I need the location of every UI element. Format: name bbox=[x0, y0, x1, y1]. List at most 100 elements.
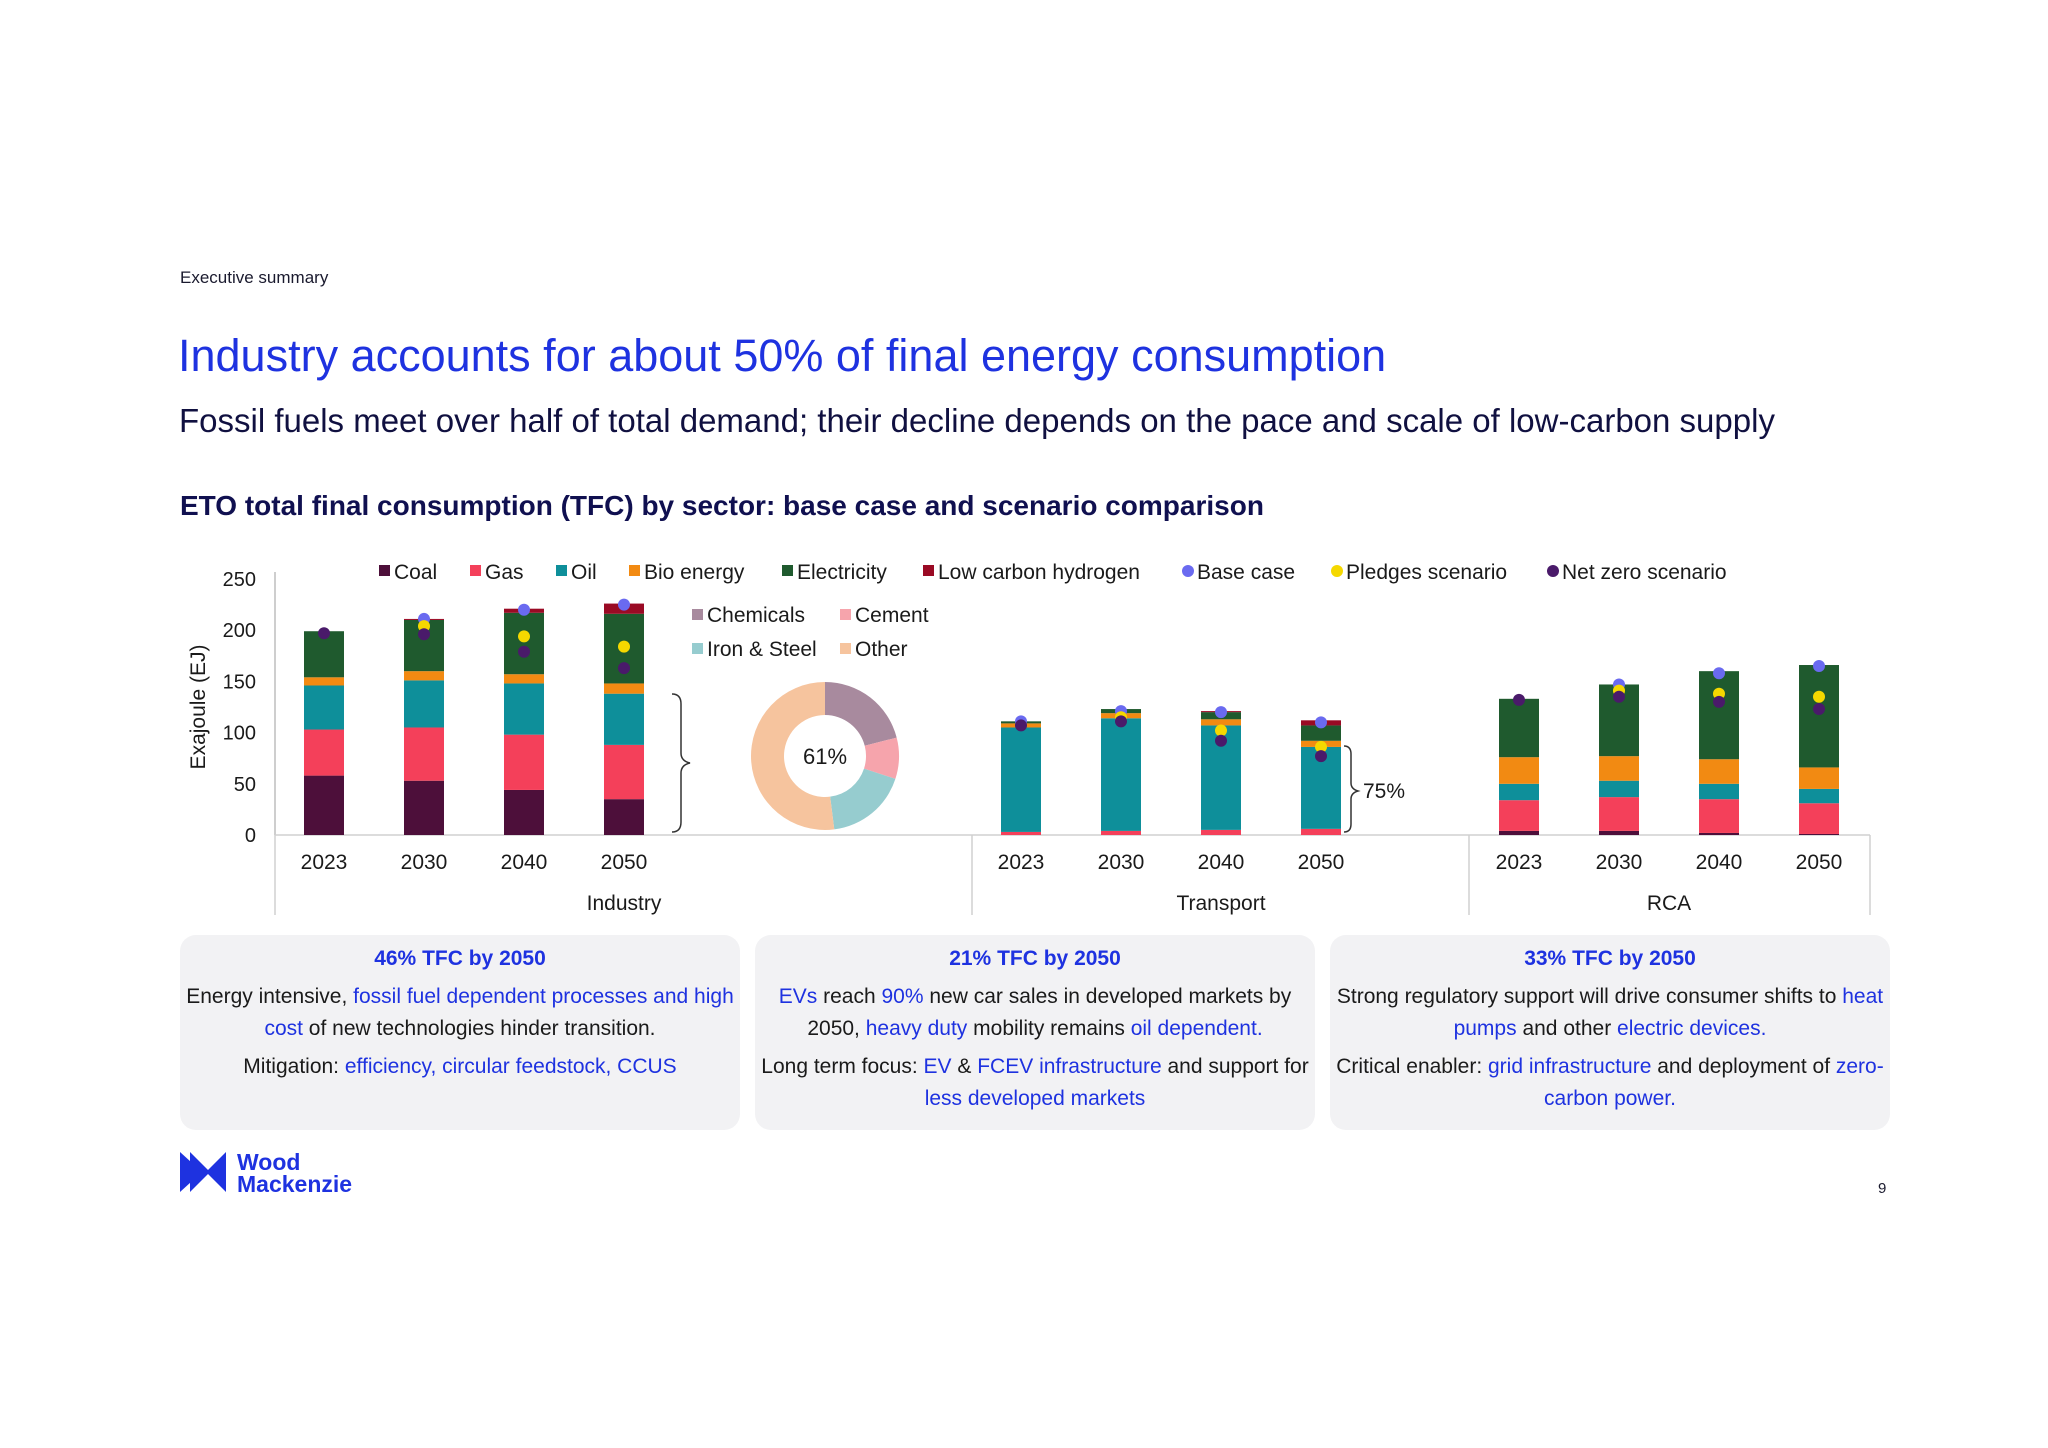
industry-bracket bbox=[671, 693, 691, 833]
group-label: RCA bbox=[1647, 892, 1691, 915]
y-axis-label: Exajoule (EJ) bbox=[187, 645, 210, 770]
bar-segment-bio-energy bbox=[1599, 756, 1639, 781]
body-text: and deployment of bbox=[1651, 1055, 1836, 1078]
legend-swatch bbox=[556, 565, 567, 576]
body-text: of new technologies hinder transition. bbox=[302, 1017, 656, 1040]
bar-segment-bio-energy bbox=[1799, 767, 1839, 789]
bar-segment-electricity bbox=[1301, 725, 1341, 741]
legend-swatch bbox=[629, 565, 640, 576]
bar-segment-electricity bbox=[504, 612, 544, 675]
box-title: 21% TFC by 2050 bbox=[949, 947, 1121, 970]
bar-segment-gas bbox=[504, 734, 544, 790]
marker-base-case bbox=[518, 603, 530, 616]
marker-base-case bbox=[618, 598, 630, 611]
legend-label: Coal bbox=[394, 561, 437, 584]
bar-segment-gas bbox=[1699, 799, 1739, 833]
bar-segment-electricity bbox=[1499, 698, 1539, 758]
legend-label: Base case bbox=[1197, 561, 1295, 584]
donut-legend-swatch bbox=[692, 643, 703, 654]
bar-segment-oil bbox=[604, 693, 644, 745]
marker-net-zero bbox=[1315, 750, 1327, 763]
marker-pledges bbox=[1215, 724, 1227, 737]
marker-base-case bbox=[1215, 706, 1227, 719]
x-tick-label: 2023 bbox=[998, 851, 1045, 874]
bar-segment-coal bbox=[1499, 830, 1539, 835]
bar-segment-coal bbox=[1799, 833, 1839, 835]
wood-mackenzie-logo: Wood Mackenzie bbox=[180, 1149, 352, 1197]
legend-swatch bbox=[1547, 565, 1559, 577]
bar-segment-oil bbox=[304, 685, 344, 730]
marker-pledges bbox=[1813, 690, 1825, 703]
legend-label: Electricity bbox=[797, 561, 887, 584]
highlight-text: EV bbox=[923, 1055, 952, 1078]
bar-segment-gas bbox=[1101, 830, 1141, 835]
body-text: Mitigation: bbox=[243, 1055, 345, 1078]
y-tick-label: 200 bbox=[223, 620, 256, 642]
legend-swatch bbox=[1331, 565, 1343, 577]
legend-label: Gas bbox=[485, 561, 524, 584]
marker-pledges bbox=[518, 630, 530, 643]
bar-segment-bio-energy bbox=[1699, 759, 1739, 784]
box-paragraph-1: EVs reach 90% new car sales in developed… bbox=[755, 981, 1315, 1045]
chart-title: ETO total final consumption (TFC) by sec… bbox=[180, 490, 1264, 521]
x-tick-label: 2050 bbox=[1796, 851, 1843, 874]
marker-base-case bbox=[1713, 667, 1725, 680]
bar-segment-gas bbox=[304, 729, 344, 776]
bar-segment-bio-energy bbox=[1499, 757, 1539, 784]
marker-net-zero bbox=[1115, 715, 1127, 728]
page-number: 9 bbox=[1878, 1180, 1887, 1197]
x-tick-label: 2040 bbox=[501, 851, 548, 874]
body-text: mobility remains bbox=[967, 1017, 1131, 1040]
legend-label: Low carbon hydrogen bbox=[938, 561, 1140, 584]
logo-text-line1: Wood bbox=[237, 1149, 300, 1175]
marker-net-zero bbox=[1613, 690, 1625, 703]
bar-segment-coal bbox=[1699, 832, 1739, 835]
industry-summary-box: 46% TFC by 2050 Energy intensive, fossil… bbox=[180, 935, 740, 1130]
bar-segment-bio-energy bbox=[604, 683, 644, 694]
page-title: Industry accounts for about 50% of final… bbox=[178, 330, 1387, 381]
donut-slice-other bbox=[751, 682, 835, 830]
bar-segment-bio-energy bbox=[304, 677, 344, 686]
bar-segment-bio-energy bbox=[1201, 719, 1241, 726]
bar-segment-oil bbox=[1599, 780, 1639, 798]
donut-legend-swatch bbox=[840, 609, 851, 620]
marker-net-zero bbox=[418, 628, 430, 641]
donut-legend-label: Chemicals bbox=[707, 604, 805, 627]
legend-swatch bbox=[923, 565, 934, 576]
tfc-chart: 0 50 100 150 200 250 Exajoule (EJ) 2023 2030 2040… bbox=[187, 561, 1871, 915]
y-tick-label: 0 bbox=[245, 825, 256, 847]
box-paragraph-1: Energy intensive, fossil fuel dependent … bbox=[180, 981, 740, 1045]
transport-share-label: 75% bbox=[1363, 780, 1405, 803]
box-paragraph-2: Mitigation: efficiency, circular feedsto… bbox=[180, 1051, 740, 1083]
legend-swatch bbox=[470, 565, 481, 576]
bar-segment-gas bbox=[1301, 828, 1341, 835]
bar-segment-coal bbox=[404, 780, 444, 835]
legend-label: Net zero scenario bbox=[1562, 561, 1727, 584]
marker-pledges bbox=[1315, 740, 1327, 753]
highlight-text: zero-carbon power. bbox=[1544, 1055, 1884, 1110]
marker-net-zero bbox=[518, 645, 530, 658]
y-tick-label: 100 bbox=[223, 723, 256, 745]
y-tick-label: 50 bbox=[234, 774, 256, 796]
bar-segment-oil bbox=[1101, 718, 1141, 831]
highlight-text: efficiency, circular feedstock, CCUS bbox=[344, 1055, 677, 1078]
donut-slice-cement bbox=[863, 737, 899, 779]
x-tick-label: 2040 bbox=[1696, 851, 1743, 874]
bar-segment-gas bbox=[404, 727, 444, 781]
box-paragraph-2: Long term focus: EV & FCEV infrastructur… bbox=[755, 1051, 1315, 1115]
bar-segment-gas bbox=[1001, 831, 1041, 835]
legend-label: Bio energy bbox=[644, 561, 745, 584]
legend-label: Pledges scenario bbox=[1346, 561, 1507, 584]
bar-segment-electricity bbox=[1799, 665, 1839, 768]
x-tick-label: 2050 bbox=[1298, 851, 1345, 874]
donut-slice-iron-steel bbox=[830, 768, 896, 830]
transport-bracket bbox=[1343, 745, 1361, 833]
section-label: Executive summary bbox=[180, 268, 329, 287]
marker-base-case bbox=[1813, 660, 1825, 673]
highlight-text: EVs bbox=[778, 985, 818, 1008]
y-tick-label: 250 bbox=[223, 569, 256, 591]
body-text: new car sales in developed markets by 20… bbox=[807, 985, 1292, 1040]
bar-segment-oil bbox=[404, 680, 444, 728]
marker-net-zero bbox=[1713, 695, 1725, 708]
donut-legend-swatch bbox=[840, 643, 851, 654]
